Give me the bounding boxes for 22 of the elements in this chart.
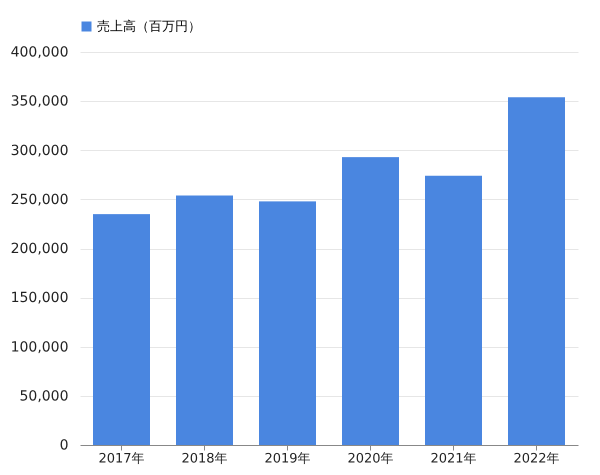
y-tick-label: 150,000 bbox=[10, 290, 68, 306]
legend-label: 売上高（百万円） bbox=[97, 18, 201, 34]
y-tick-label: 200,000 bbox=[10, 241, 68, 257]
y-tick-label: 400,000 bbox=[10, 44, 68, 60]
x-tick-label: 2018年 bbox=[181, 452, 228, 466]
bar bbox=[342, 157, 399, 445]
x-tick-label: 2017年 bbox=[98, 452, 145, 466]
x-tick-label: 2022年 bbox=[513, 452, 560, 466]
x-tick-label: 2021年 bbox=[430, 452, 477, 466]
y-tick-label: 300,000 bbox=[10, 142, 68, 159]
y-tick-label: 50,000 bbox=[20, 388, 68, 404]
bar bbox=[176, 195, 233, 445]
bar bbox=[508, 97, 565, 445]
x-tick-label: 2019年 bbox=[264, 452, 311, 466]
bar bbox=[93, 214, 150, 445]
x-tick-label: 2020年 bbox=[347, 452, 394, 466]
y-tick-label: 100,000 bbox=[10, 339, 68, 356]
bar bbox=[425, 176, 482, 445]
bar bbox=[259, 201, 316, 445]
y-tick-label: 0 bbox=[60, 438, 68, 454]
y-tick-label: 350,000 bbox=[10, 94, 68, 110]
y-tick-label: 250,000 bbox=[10, 192, 68, 208]
